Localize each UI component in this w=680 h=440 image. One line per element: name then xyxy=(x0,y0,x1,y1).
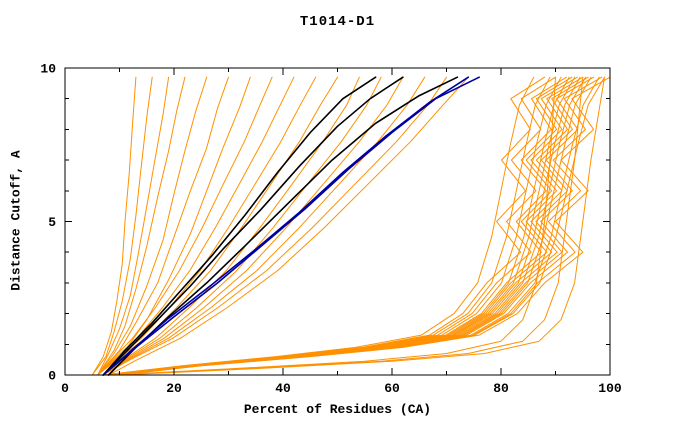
curve-orange xyxy=(108,76,567,376)
curve-orange xyxy=(108,76,556,376)
curve-orange xyxy=(119,76,605,376)
curve-orange xyxy=(91,76,153,376)
y-tick-label: 0 xyxy=(48,369,56,384)
curve-black xyxy=(102,76,377,376)
curve-orange xyxy=(119,76,600,376)
x-tick-label: 40 xyxy=(275,381,291,396)
curve-orange xyxy=(97,76,338,376)
curve-orange xyxy=(97,76,186,376)
x-tick-label: 100 xyxy=(598,381,622,396)
curve-orange xyxy=(102,76,426,376)
curve-orange xyxy=(119,76,611,376)
curve-orange xyxy=(91,76,137,376)
curve-black xyxy=(102,76,404,376)
curve-orange xyxy=(102,76,404,376)
curve-orange xyxy=(97,76,273,376)
x-tick-label: 20 xyxy=(166,381,182,396)
curve-orange xyxy=(97,76,170,376)
chart-title: T1014-D1 xyxy=(299,14,376,30)
curve-orange xyxy=(113,76,592,376)
curve-orange xyxy=(97,76,295,376)
x-tick-label: 0 xyxy=(61,381,69,396)
curve-orange xyxy=(113,76,584,376)
x-tick-label: 80 xyxy=(493,381,509,396)
curve-orange xyxy=(102,76,251,376)
curve-orange xyxy=(97,76,229,376)
curve-blue xyxy=(102,76,481,376)
curve-orange xyxy=(102,76,360,376)
curve-orange xyxy=(102,76,447,376)
y-tick-label: 5 xyxy=(48,215,56,230)
curve-orange xyxy=(108,76,469,376)
x-tick-label: 60 xyxy=(384,381,400,396)
curve-blue xyxy=(102,76,470,376)
y-tick-label: 10 xyxy=(40,62,56,77)
curve-orange xyxy=(113,76,595,376)
x-axis-label: Percent of Residues (CA) xyxy=(243,402,432,417)
curve-orange xyxy=(97,76,208,376)
curve-orange xyxy=(102,76,562,376)
